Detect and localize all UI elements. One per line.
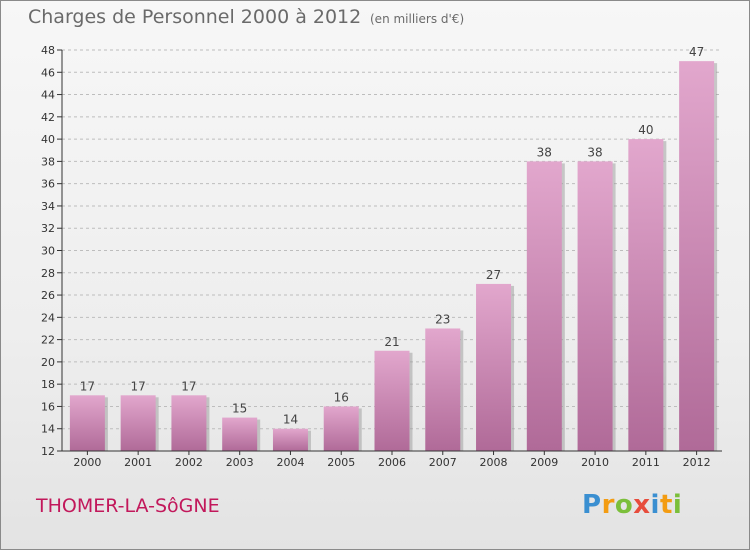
logo-letter: r <box>601 490 615 520</box>
bar <box>171 395 207 451</box>
bar <box>120 395 156 451</box>
x-tick-label: 2006 <box>378 456 406 469</box>
x-tick-label: 2005 <box>327 456 355 469</box>
y-tick-label: 18 <box>41 378 55 391</box>
data-label: 21 <box>384 335 399 349</box>
bar <box>577 161 613 451</box>
x-tick-label: 2004 <box>276 456 304 469</box>
y-tick-label: 48 <box>41 44 55 57</box>
proxiti-logo[interactable]: Proxiti <box>582 490 682 520</box>
y-tick-label: 14 <box>41 423 55 436</box>
x-tick-label: 2010 <box>581 456 609 469</box>
x-tick-label: 2007 <box>429 456 457 469</box>
logo-letter: o <box>614 490 634 520</box>
logo-letter: t <box>659 490 673 520</box>
chart-title: Charges de Personnel 2000 à 2012 <box>28 6 362 28</box>
logo-letter: x <box>633 490 651 520</box>
data-label: 38 <box>587 145 602 159</box>
y-tick-label: 28 <box>41 267 55 280</box>
y-tick-label: 44 <box>41 89 55 102</box>
data-label: 15 <box>232 402 247 416</box>
y-tick-label: 16 <box>41 400 55 413</box>
data-label: 27 <box>486 268 501 282</box>
y-tick-label: 38 <box>41 155 55 168</box>
y-tick-label: 40 <box>41 133 55 146</box>
axes: 12 14 16 18 20 22 24 26 28 30 32 34 36 38 40 42 44 46 48 20… <box>41 44 722 469</box>
data-label: 40 <box>638 123 653 137</box>
x-tick-label: 2001 <box>124 456 152 469</box>
data-label: 17 <box>80 379 95 393</box>
data-label: 17 <box>181 379 196 393</box>
bar <box>476 283 512 451</box>
y-tick-label: 42 <box>41 111 55 124</box>
y-tick-label: 12 <box>41 445 55 458</box>
y-tick-label: 26 <box>41 289 55 302</box>
y-tick-label: 20 <box>41 356 55 369</box>
x-tick-label: 2009 <box>530 456 558 469</box>
chart-subtitle: (en milliers d'€) <box>370 12 465 26</box>
bars <box>69 61 718 452</box>
logo-letter: i <box>672 490 683 520</box>
x-tick-label: 2003 <box>226 456 254 469</box>
y-tick-label: 34 <box>41 200 55 213</box>
logo-letter: P <box>582 490 602 520</box>
y-tick-label: 24 <box>41 311 55 324</box>
bar <box>69 395 105 451</box>
y-tick-label: 22 <box>41 334 55 347</box>
y-tick-label: 46 <box>41 66 55 79</box>
bar <box>679 61 715 452</box>
data-label: 17 <box>131 379 146 393</box>
data-label: 16 <box>334 390 349 404</box>
data-label: 14 <box>283 413 298 427</box>
y-tick-label: 36 <box>41 178 55 191</box>
bar <box>272 428 308 451</box>
bar <box>628 139 664 451</box>
x-tick-label: 2011 <box>632 456 660 469</box>
x-tick-label: 2002 <box>175 456 203 469</box>
bar <box>374 350 410 451</box>
y-tick-label: 32 <box>41 222 55 235</box>
logo-letter: i <box>650 490 660 520</box>
x-tick-label: 2000 <box>73 456 101 469</box>
commune-name: THOMER-LA-SôGNE <box>36 495 220 517</box>
labels: 17 17 17 15 14 16 21 23 27 38 38 40 47 <box>80 45 705 427</box>
data-label: 23 <box>435 312 450 326</box>
bar <box>323 406 359 451</box>
y-tick-label: 30 <box>41 245 55 258</box>
data-label: 47 <box>689 45 704 59</box>
data-label: 38 <box>537 145 552 159</box>
x-tick-label: 2012 <box>683 456 711 469</box>
bar <box>526 161 562 451</box>
bar <box>425 328 461 451</box>
x-tick-label: 2008 <box>480 456 508 469</box>
bar <box>222 417 258 451</box>
